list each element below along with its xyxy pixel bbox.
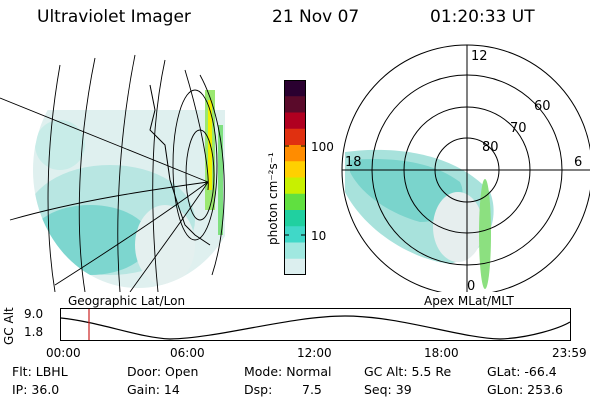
polar-plot: 12 18 6 0 60 70 80 <box>341 44 590 292</box>
colorbar-band <box>284 161 306 178</box>
colorbar-unit-label: photon cm⁻²s⁻¹ <box>266 152 280 245</box>
time-label: 01:20:33 UT <box>430 7 535 27</box>
colorbar-band <box>284 96 306 113</box>
altitude-ytick-1-8: 1.8 <box>24 325 44 339</box>
colorbar-band <box>284 242 306 260</box>
lat-label-80: 80 <box>482 140 499 155</box>
lat-lon-grid <box>0 54 225 292</box>
time-tick-1800: 18:00 <box>424 346 459 360</box>
time-tick-0600: 06:00 <box>170 346 205 360</box>
colorbar-band <box>284 193 306 211</box>
time-tick-2359: 23:59 <box>552 346 587 360</box>
colorbar-band <box>284 210 306 227</box>
info-seq: Seq: 39 <box>364 382 412 397</box>
colorbar-band <box>284 226 306 243</box>
colorbar-band <box>284 112 306 130</box>
altitude-curve <box>60 315 571 340</box>
colorbar-band <box>284 258 306 275</box>
colorbar-tick-10: 10 <box>311 229 327 243</box>
geographic-image <box>0 52 243 292</box>
time-tick-1200: 12:00 <box>297 346 332 360</box>
info-gain: Gain: 14 <box>127 382 180 397</box>
colorbar-band <box>284 80 306 97</box>
info-dsp-value: 7.5 <box>302 382 322 397</box>
mlt-label-0: 0 <box>467 279 475 292</box>
polar-grid <box>341 44 590 292</box>
mlt-label-6: 6 <box>574 155 582 170</box>
info-dsp-label: Dsp: <box>244 382 273 397</box>
altitude-ytick-9: 9.0 <box>24 307 44 321</box>
instrument-title: Ultraviolet Imager <box>37 7 191 27</box>
coastline <box>149 84 211 246</box>
altitude-ylabel: GC Alt <box>2 307 16 345</box>
info-flt: Flt: LBHL <box>12 364 68 379</box>
info-mode: Mode: Normal <box>244 364 332 379</box>
auroral-emission-map <box>33 52 243 288</box>
mlt-label-18: 18 <box>345 155 362 170</box>
info-door: Door: Open <box>127 364 199 379</box>
info-gc-alt: GC Alt: 5.5 Re <box>364 364 452 379</box>
lat-label-70: 70 <box>510 121 527 136</box>
polar-panel-label: Apex MLat/MLT <box>424 294 514 308</box>
colorbar-band <box>284 128 306 146</box>
date-label: 21 Nov 07 <box>272 7 360 27</box>
altitude-plot <box>60 308 571 341</box>
info-glat: GLat: -66.4 <box>487 364 557 379</box>
geo-panel-label: Geographic Lat/Lon <box>68 294 186 308</box>
colorbar-band <box>284 177 306 195</box>
mlt-label-12: 12 <box>471 49 488 64</box>
lat-label-60: 60 <box>534 99 551 114</box>
colorbar <box>284 80 306 275</box>
info-ip: IP: 36.0 <box>12 382 60 397</box>
time-tick-0000: 00:00 <box>46 346 81 360</box>
info-glon: GLon: 253.6 <box>487 382 563 397</box>
polar-emission-map <box>345 149 494 289</box>
colorbar-band <box>284 145 306 162</box>
colorbar-tick-100: 100 <box>311 140 334 154</box>
